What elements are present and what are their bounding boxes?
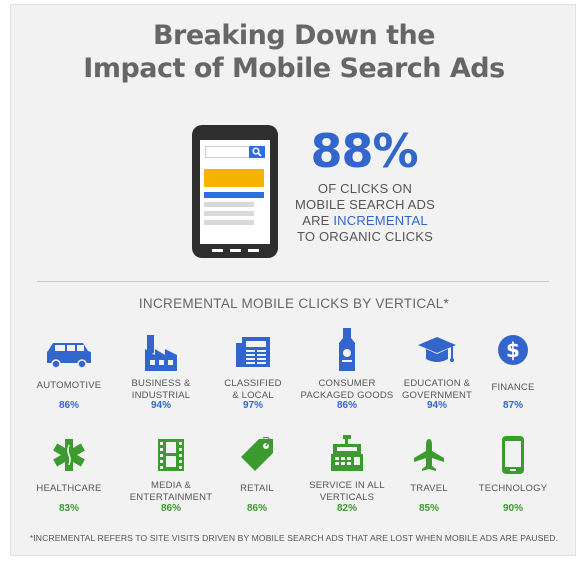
vertical-label: SERVICE IN ALL VERTICALS xyxy=(309,480,385,503)
footnote: *INCREMENTAL REFERS TO SITE VISITS DRIVE… xyxy=(29,533,559,543)
vertical-label: FINANCE xyxy=(491,382,535,393)
phone-ad-block xyxy=(204,169,264,187)
car-icon xyxy=(19,333,119,375)
vertical-label: CONSUMER PACKAGED GOODS xyxy=(300,378,394,401)
phone-screen xyxy=(200,140,270,244)
airplane-icon xyxy=(379,437,479,479)
newspaper-icon xyxy=(203,333,303,375)
factory-icon xyxy=(111,333,211,375)
stat-line-1: OF CLICKS ON xyxy=(317,181,413,196)
stat-line-2: MOBILE SEARCH ADS xyxy=(295,197,435,212)
price-tag-icon xyxy=(207,437,307,479)
vertical-label: TRAVEL xyxy=(410,483,448,494)
graduation-cap-icon xyxy=(387,333,487,375)
film-icon xyxy=(121,437,221,479)
vertical-percentage: 94% xyxy=(426,400,447,411)
phone-ad-link xyxy=(204,192,264,198)
divider xyxy=(37,281,549,282)
vertical-label: EDUCATION & GOVERNMENT xyxy=(401,378,473,401)
vertical-label: MEDIA & ENTERTAINMENT xyxy=(129,480,213,503)
stat-line-3-prefix: ARE xyxy=(302,213,334,228)
vertical-label: RETAIL xyxy=(240,483,274,494)
section-title: INCREMENTAL MOBILE CLICKS BY VERTICAL* xyxy=(138,296,450,311)
vertical-percentage: 86% xyxy=(246,503,267,514)
vertical-label: AUTOMOTIVE xyxy=(36,380,102,391)
vertical-percentage: 82% xyxy=(336,503,357,514)
vertical-percentage: 86% xyxy=(336,400,357,411)
phone-result-line xyxy=(204,211,254,216)
medical-star-icon xyxy=(19,437,119,479)
smartphone-icon xyxy=(463,435,563,477)
title-line-1: Breaking Down the xyxy=(152,20,436,51)
vertical-percentage: 86% xyxy=(58,400,79,411)
vertical-percentage: 83% xyxy=(58,503,79,514)
dollar-icon: $ xyxy=(463,333,563,375)
phone-button xyxy=(212,249,223,252)
vertical-percentage: 85% xyxy=(418,503,439,514)
vertical-percentage: 87% xyxy=(502,400,523,411)
phone-result-line xyxy=(204,202,254,207)
vertical-label: BUSINESS & INDUSTRIAL xyxy=(131,378,191,401)
vertical-percentage: 86% xyxy=(160,503,181,514)
stat-line-4: TO ORGANIC CLICKS xyxy=(296,229,434,244)
vertical-percentage: 97% xyxy=(242,400,263,411)
vertical-percentage: 90% xyxy=(502,503,523,514)
vertical-label: CLASSIFIED & LOCAL xyxy=(224,378,282,401)
stat-highlight: INCREMENTAL xyxy=(333,213,428,228)
title-line-2: Impact of Mobile Search Ads xyxy=(83,53,505,84)
headline-percentage: 88% xyxy=(310,124,418,178)
phone-button xyxy=(230,249,241,252)
page-title: Breaking Down the Impact of Mobile Searc… xyxy=(11,19,577,85)
vertical-label: TECHNOLOGY xyxy=(478,483,548,494)
headline-description: OF CLICKS ON MOBILE SEARCH ADS ARE INCRE… xyxy=(287,181,443,245)
bottle-icon xyxy=(297,327,397,373)
phone-result-line xyxy=(204,220,254,225)
cash-register-icon xyxy=(297,435,397,477)
stat-line-3: ARE INCREMENTAL xyxy=(287,213,443,229)
phone-illustration-icon xyxy=(192,125,278,258)
phone-button xyxy=(248,249,259,252)
vertical-label: HEALTHCARE xyxy=(36,483,102,494)
vertical-percentage: 94% xyxy=(150,400,171,411)
infographic-card: Breaking Down the Impact of Mobile Searc… xyxy=(10,4,576,556)
svg-text:$: $ xyxy=(506,338,520,362)
search-icon xyxy=(249,146,265,158)
